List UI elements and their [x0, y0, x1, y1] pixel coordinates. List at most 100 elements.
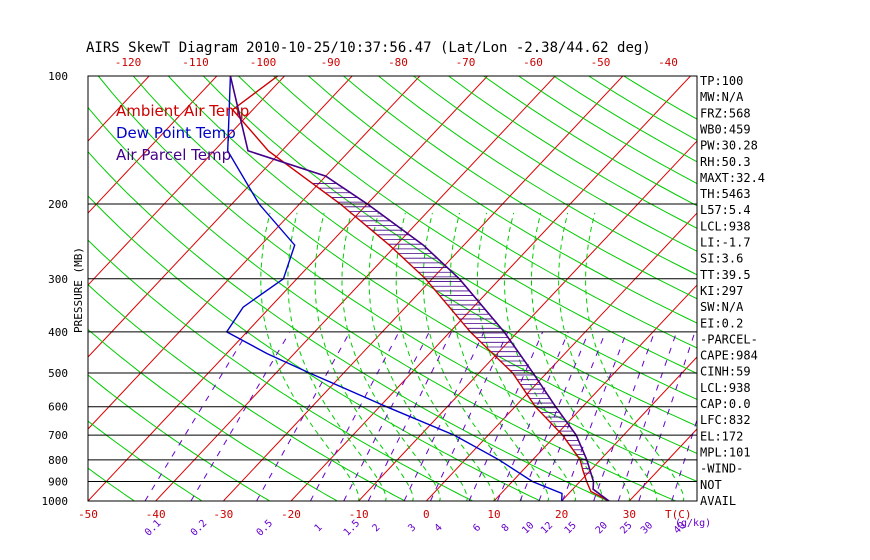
pressure-tick-label: 700 — [48, 429, 68, 442]
mixing-ratio-line — [403, 331, 485, 501]
dry-adiabat-line — [88, 328, 339, 501]
moist-adiabat-line — [585, 212, 685, 501]
index-item: -WIND- — [700, 462, 743, 476]
dry-adiabat-line — [88, 283, 407, 501]
y-axis-label: PRESSURE (MB) — [72, 247, 85, 333]
mixing-ratio-line — [309, 331, 400, 501]
mixing-ratio-line — [256, 331, 351, 501]
bottom-temp-tick-label: 20 — [555, 508, 568, 521]
isotherm-line — [0, 57, 32, 510]
mixing-ratio-line — [144, 331, 249, 501]
series-lines — [225, 76, 610, 501]
mixing-ratio-tick-label: 2 — [370, 522, 382, 534]
index-item: TH:5463 — [700, 187, 751, 201]
dry-adiabat-line — [168, 76, 697, 427]
pressure-tick-label: 400 — [48, 326, 68, 339]
pressure-tick-label: 200 — [48, 198, 68, 211]
bottom-temp-tick-label: -50 — [78, 508, 98, 521]
index-item: TT:39.5 — [700, 268, 751, 282]
bottom-temp-tick-label: 30 — [623, 508, 636, 521]
index-panel: TP:100 MW:N/A FRZ:568 WB0:459 PW:30.28 RH:50.… — [700, 74, 765, 508]
dry-adiabat-line — [413, 76, 697, 252]
isotherm-line — [628, 428, 697, 501]
moist-adiabat-line — [449, 212, 550, 501]
mixing-ratio-tick-label: 8 — [500, 522, 512, 534]
index-item: LCL:938 — [700, 219, 751, 233]
dry-adiabat-line — [88, 195, 542, 501]
index-item: MPL:101 — [700, 445, 751, 459]
bottom-temp-tick-label: 10 — [487, 508, 500, 521]
index-item: CINH:59 — [700, 365, 751, 379]
pressure-tick-label: 800 — [48, 454, 68, 467]
isotherm-line — [493, 284, 697, 501]
top-temp-tick-label: -100 — [250, 56, 277, 69]
pressure-tick-label: 100 — [48, 70, 68, 83]
moist-adiabat-line — [287, 212, 387, 501]
dew-point-line — [225, 76, 563, 501]
grid-lines — [0, 57, 697, 510]
moist-adiabat-line — [314, 212, 414, 501]
dry-adiabat-line — [88, 239, 474, 501]
index-item: TP:100 — [700, 74, 743, 88]
bottom-temp-tick-label: -40 — [146, 508, 166, 521]
index-item: WB0:459 — [700, 122, 751, 136]
top-temp-tick-label: -110 — [182, 56, 209, 69]
mixing-ratio-line — [430, 331, 509, 501]
mixing-ratio-tick-label: 20 — [594, 520, 610, 536]
legend-entry: Ambient Air Temp — [116, 102, 249, 120]
pressure-tick-label: 900 — [48, 476, 68, 489]
legend-entry: Air Parcel Temp — [116, 146, 231, 164]
mixing-ratio-tick-label: 0.2 — [189, 518, 210, 539]
index-item: EI:0.2 — [700, 316, 743, 330]
isotherm-line — [425, 212, 697, 501]
mixing-ratio-tick-label: 6 — [471, 522, 483, 534]
isotherm-line — [88, 76, 218, 214]
mixing-ratio-tick-label: 0.1 — [143, 518, 164, 539]
index-item: CAP:0.0 — [700, 397, 751, 411]
mixing-ratio-line — [593, 331, 655, 501]
mixing-ratio-line — [519, 331, 590, 501]
dry-adiabat-line — [88, 106, 677, 501]
dry-adiabat-line — [97, 76, 697, 482]
index-item: LI:-1.7 — [700, 236, 751, 250]
bottom-temp-tick-label: 0 — [423, 508, 430, 521]
isotherm-line — [88, 76, 421, 430]
dry-adiabat-line — [378, 76, 697, 276]
dry-adiabat-line — [238, 76, 697, 375]
moist-adiabat-line — [260, 212, 360, 501]
index-item: SI:3.6 — [700, 252, 743, 266]
top-temp-tick-label: -40 — [658, 56, 678, 69]
index-item: -PARCEL- — [700, 332, 758, 346]
dry-adiabat-line — [343, 76, 697, 300]
dry-adiabat-line — [88, 420, 203, 501]
mixing-ratio-tick-label: 12 — [539, 520, 555, 536]
mixing-ratio-tick-label: 1 — [313, 522, 325, 534]
index-item: PW:30.28 — [700, 139, 758, 153]
mixing-ratio-line — [638, 331, 696, 501]
mixing-ratio-tick-label: 15 — [563, 520, 579, 536]
mixing-ratio-line — [468, 331, 544, 501]
pressure-tick-label: 300 — [48, 273, 68, 286]
moist-adiabat-line — [368, 212, 468, 501]
top-temp-tick-label: -60 — [523, 56, 543, 69]
moist-adiabat-line — [530, 212, 631, 501]
isotherm-line — [154, 76, 556, 501]
mixing-ratio-line — [538, 331, 606, 501]
index-item: EL:172 — [700, 429, 743, 443]
index-item: RH:50.3 — [700, 155, 751, 169]
top-temp-tick-label: -80 — [388, 56, 408, 69]
pressure-tick-label: 1000 — [42, 495, 69, 508]
top-temp-tick-label: -90 — [321, 56, 341, 69]
pressure-tick-label: 600 — [48, 401, 68, 414]
moist-adiabat-line — [558, 212, 658, 501]
top-temp-tick-label: -70 — [456, 56, 476, 69]
cape-hatch — [312, 183, 591, 474]
mixing-ratio-line — [497, 331, 569, 501]
mixing-ratio-tick-label: 0.5 — [255, 518, 276, 539]
bottom-temp-tick-label: -30 — [213, 508, 233, 521]
isotherm-line — [222, 76, 624, 501]
index-item: NOT — [700, 478, 722, 492]
mixing-ratio-tick-label: 1.5 — [342, 518, 363, 539]
index-item: LFC:832 — [700, 413, 751, 427]
